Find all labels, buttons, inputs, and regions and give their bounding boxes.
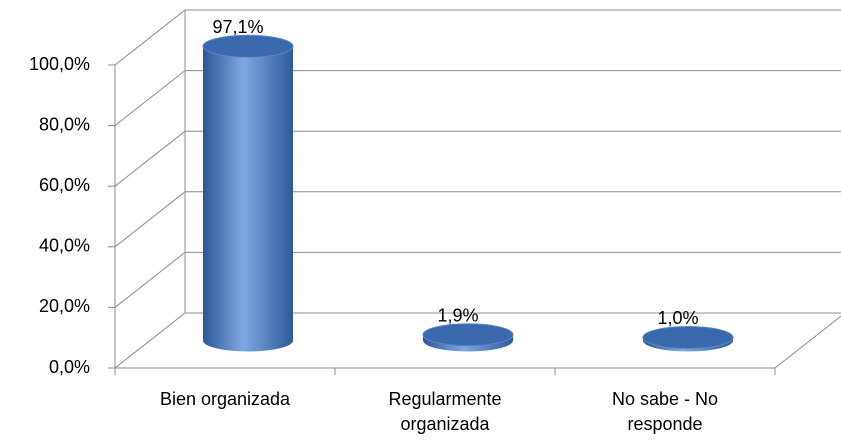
y-tick-label: 100,0%: [29, 54, 90, 74]
y-tick-label: 20,0%: [39, 296, 90, 316]
y-tick-label: 80,0%: [39, 114, 90, 134]
cylinder-body: [203, 46, 293, 341]
floor-right: [774, 315, 841, 369]
grid-line: [114, 70, 186, 126]
grid-line: [114, 252, 186, 308]
grid-line: [114, 130, 186, 187]
cylinder-top: [422, 323, 514, 347]
grid-line: [114, 191, 186, 248]
value-label: 1,9%: [437, 305, 478, 325]
value-label: 97,1%: [212, 17, 263, 37]
x-tick-label: No sabe - No responde: [611, 389, 719, 434]
x-tick-label: Regularmente organizada: [388, 389, 502, 434]
y-tick-label: 40,0%: [39, 236, 90, 256]
x-tick-label: Bien organizada: [159, 389, 291, 409]
y-tick-label: 60,0%: [39, 175, 90, 195]
value-label: 1,0%: [657, 308, 698, 328]
grid-line: [114, 9, 186, 66]
grid-line: [114, 312, 186, 369]
cylinder-top: [642, 325, 734, 349]
cylinder-top: [202, 34, 294, 58]
y-tick-label: 0,0%: [49, 357, 90, 377]
cylinder-base: [203, 329, 293, 352]
